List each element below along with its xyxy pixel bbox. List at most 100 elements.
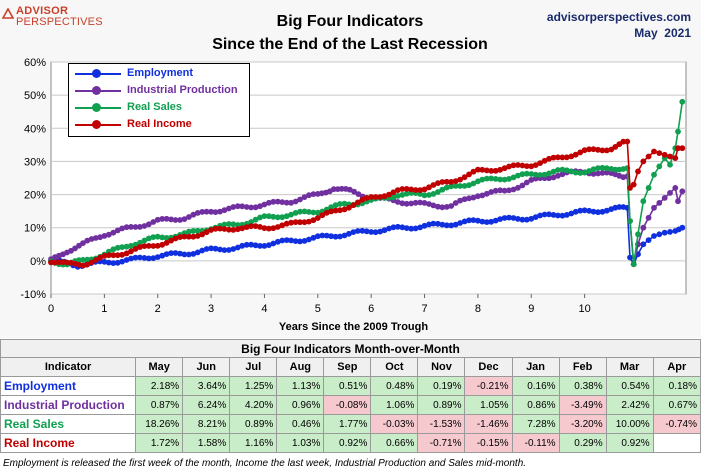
data-point — [377, 228, 383, 235]
data-point — [501, 187, 508, 194]
data-point — [137, 244, 143, 251]
data-point — [141, 243, 148, 250]
data-point — [412, 187, 419, 193]
footnote: Employment is released the first week of… — [3, 458, 527, 469]
data-point — [519, 162, 526, 169]
data-point — [457, 220, 463, 226]
data-point — [590, 146, 597, 153]
data-point — [163, 251, 170, 257]
data-point — [159, 241, 166, 248]
table-cell: 0.18% — [652, 376, 701, 396]
data-point — [141, 255, 148, 261]
data-point — [640, 158, 647, 165]
data-point — [288, 237, 294, 244]
y-tick-label: 50% — [24, 90, 46, 102]
data-point — [572, 169, 579, 176]
data-point — [679, 188, 686, 195]
data-point — [577, 149, 584, 156]
data-point — [186, 228, 192, 235]
data-point — [466, 217, 472, 224]
table-cell: -3.49% — [558, 395, 607, 415]
data-point — [488, 168, 495, 174]
y-tick-label: 40% — [24, 123, 46, 135]
data-point — [519, 216, 526, 223]
table-cell: 6.24% — [182, 395, 231, 415]
data-point — [266, 199, 272, 206]
legend-marker — [92, 120, 101, 129]
data-point — [234, 244, 241, 251]
data-point — [672, 185, 679, 191]
data-point — [426, 184, 432, 191]
data-point — [515, 162, 521, 168]
column-header: Dec — [464, 357, 513, 377]
data-point — [199, 247, 206, 254]
data-point — [314, 215, 321, 221]
data-point — [417, 224, 423, 231]
data-point — [279, 222, 286, 229]
data-point — [181, 216, 188, 223]
data-point — [150, 219, 157, 225]
data-point — [550, 168, 557, 175]
data-point — [667, 190, 673, 196]
data-point — [221, 247, 228, 254]
data-point — [128, 224, 134, 230]
data-point — [154, 233, 161, 240]
data-point — [306, 218, 312, 225]
table-cell: -1.53% — [417, 414, 466, 434]
data-point — [483, 167, 490, 174]
data-point — [430, 202, 437, 209]
data-point — [226, 226, 232, 233]
data-point — [234, 203, 241, 210]
data-point — [270, 225, 277, 232]
data-point — [372, 229, 379, 236]
data-point — [603, 207, 610, 214]
data-point — [163, 235, 170, 241]
data-point — [323, 232, 330, 239]
data-point — [640, 224, 647, 231]
data-point — [301, 219, 308, 226]
data-point — [346, 204, 352, 211]
data-point — [443, 184, 450, 191]
data-point — [439, 204, 446, 211]
data-point — [274, 238, 281, 245]
data-point — [288, 219, 294, 226]
data-point — [190, 211, 197, 218]
data-point — [145, 255, 152, 262]
x-tick-label: 10 — [578, 303, 590, 315]
data-point — [510, 162, 517, 169]
data-point — [346, 230, 352, 237]
table-cell: 0.38% — [558, 376, 607, 396]
data-point — [154, 242, 161, 249]
data-point — [595, 209, 601, 216]
data-point — [212, 209, 219, 216]
data-point — [337, 207, 343, 214]
data-point — [452, 178, 459, 185]
data-point — [443, 178, 450, 185]
data-point — [159, 234, 166, 241]
table-cell: 0.66% — [370, 433, 419, 453]
data-point — [123, 224, 130, 231]
data-point — [421, 192, 428, 199]
data-point — [656, 200, 663, 206]
data-point — [163, 215, 170, 222]
data-point — [435, 220, 441, 227]
data-point — [563, 154, 570, 161]
data-point — [226, 205, 232, 212]
data-point — [132, 254, 139, 261]
data-point — [359, 196, 366, 203]
data-point — [541, 211, 548, 218]
column-header: Jan — [511, 357, 560, 377]
data-point — [346, 186, 353, 193]
table-cell: 1.72% — [135, 433, 184, 453]
data-point — [132, 241, 139, 248]
data-point — [394, 199, 401, 205]
data-point — [651, 204, 657, 211]
data-point — [248, 204, 255, 211]
data-point — [234, 226, 241, 233]
data-point — [248, 219, 255, 225]
data-point — [123, 257, 130, 263]
data-point — [368, 229, 375, 235]
data-point — [599, 208, 606, 215]
data-point — [497, 176, 503, 183]
x-tick-label: 5 — [315, 303, 321, 315]
